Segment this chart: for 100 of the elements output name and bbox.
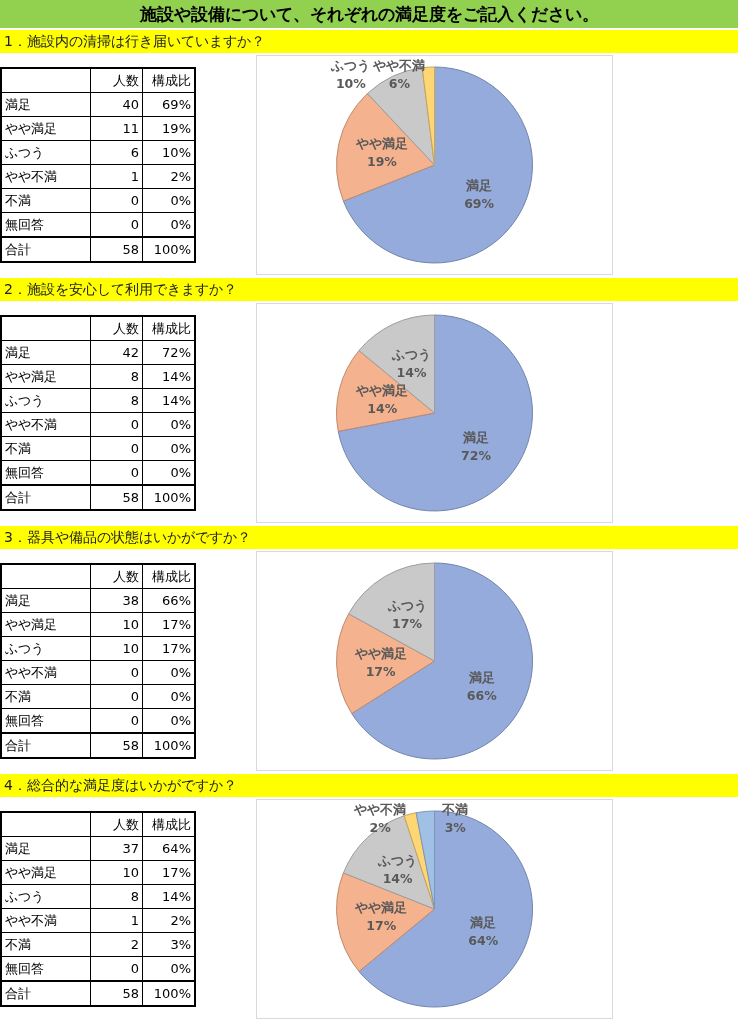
category-label: 満足	[1, 836, 91, 861]
data-label: 14%	[382, 870, 414, 886]
text: 100%	[153, 242, 191, 257]
category-label: 不満	[1, 684, 91, 709]
category-label: 無回答	[1, 708, 91, 733]
text: 69%	[162, 97, 191, 112]
text: 構成比	[142, 316, 195, 341]
text: 64%	[162, 841, 191, 856]
data-label: 1	[90, 164, 143, 189]
text: 66%	[162, 593, 191, 608]
text: 0%	[170, 713, 191, 728]
data-label: 37	[90, 836, 143, 861]
data-label: 8	[90, 884, 143, 909]
category-label: やや満足	[1, 116, 91, 141]
data-label: 0	[90, 660, 143, 685]
data-label: 0	[90, 684, 143, 709]
slice-label: 満足	[467, 669, 495, 685]
text: 72%	[162, 345, 191, 360]
category-label: やや不満	[1, 164, 91, 189]
data-label: 17%	[365, 663, 397, 679]
category-label: やや満足	[1, 612, 91, 637]
data-label: 42	[90, 340, 143, 365]
text: 0%	[170, 689, 191, 704]
pie-slice	[337, 314, 533, 512]
category-label: 満足	[1, 340, 91, 365]
pie-slice	[348, 562, 435, 662]
category-label: 無回答	[1, 956, 91, 981]
slice-label: ふつう	[391, 347, 432, 363]
data-label: 10	[90, 636, 143, 661]
text: 0%	[170, 217, 191, 232]
pie-slice	[351, 562, 533, 760]
text: 人数	[90, 812, 143, 837]
text: 19%	[162, 121, 191, 136]
text: 合計	[1, 237, 91, 262]
text: 14%	[162, 369, 191, 384]
slice-label: やや満足	[353, 645, 407, 661]
data-label: 0	[90, 212, 143, 237]
slice-label: やや満足	[354, 900, 408, 916]
text: 合計	[1, 733, 91, 758]
data-label: 0	[90, 460, 143, 485]
slice-label: やや満足	[354, 136, 408, 152]
text: 構成比	[142, 812, 195, 837]
category-label: ふつう	[1, 884, 91, 909]
category-label: やや不満	[1, 412, 91, 437]
data-label: 10%	[335, 76, 367, 91]
text: 17%	[162, 865, 191, 880]
category-label: やや満足	[1, 364, 91, 389]
text: 17%	[162, 617, 191, 632]
slice-label: 満足	[469, 914, 497, 930]
text: 2%	[170, 913, 191, 928]
data-label: 1	[90, 908, 143, 933]
data-label: 17%	[366, 918, 397, 934]
text: 58	[122, 986, 139, 1001]
slice-label: ふつう	[330, 58, 371, 73]
text: 3%	[170, 937, 191, 952]
category-label: やや満足	[1, 860, 91, 885]
data-label: 14%	[396, 365, 427, 381]
text: 構成比	[142, 68, 195, 93]
data-label: 0	[90, 412, 143, 437]
category-label: 不満	[1, 932, 91, 957]
data-label: 66%	[466, 687, 498, 703]
text: 0%	[170, 961, 191, 976]
data-label: 17%	[392, 615, 423, 631]
slice-label: ふつう	[377, 852, 418, 868]
text: 0%	[170, 465, 191, 480]
data-label: 64%	[468, 932, 499, 948]
slice-label: 満足	[462, 430, 490, 446]
text: 6%	[388, 76, 411, 91]
data-label: 3%	[444, 820, 467, 835]
text: 0%	[170, 417, 191, 432]
text: 58	[122, 738, 139, 753]
category-label: 無回答	[1, 212, 91, 237]
text: 14%	[162, 393, 191, 408]
text: 合計	[1, 981, 91, 1006]
slice-label: やや不満	[372, 58, 426, 73]
text: 100%	[153, 986, 191, 1001]
data-label: 8	[90, 364, 143, 389]
data-label: 10	[90, 860, 143, 885]
category-label: ふつう	[1, 388, 91, 413]
data-label: 2%	[369, 820, 392, 835]
text: 14%	[162, 889, 191, 904]
slice-label: やや満足	[355, 382, 409, 398]
data-label: 0	[90, 956, 143, 981]
data-label: 6	[90, 140, 143, 165]
data-label: 19%	[366, 154, 398, 170]
data-label: 2	[90, 932, 143, 957]
category-label: やや不満	[1, 660, 91, 685]
text: 人数	[90, 564, 143, 589]
text: 人数	[90, 68, 143, 93]
data-label: 0	[90, 188, 143, 213]
category-label: 満足	[1, 92, 91, 117]
category-label: 無回答	[1, 460, 91, 485]
text: 3．器具や備品の状態はいかがですか？	[0, 526, 738, 549]
category-label: やや不満	[1, 908, 91, 933]
category-label: ふつう	[1, 636, 91, 661]
text: 0%	[170, 441, 191, 456]
text: 人数	[90, 316, 143, 341]
text: 100%	[153, 490, 191, 505]
data-label: 14%	[367, 400, 398, 416]
data-label: 40	[90, 92, 143, 117]
